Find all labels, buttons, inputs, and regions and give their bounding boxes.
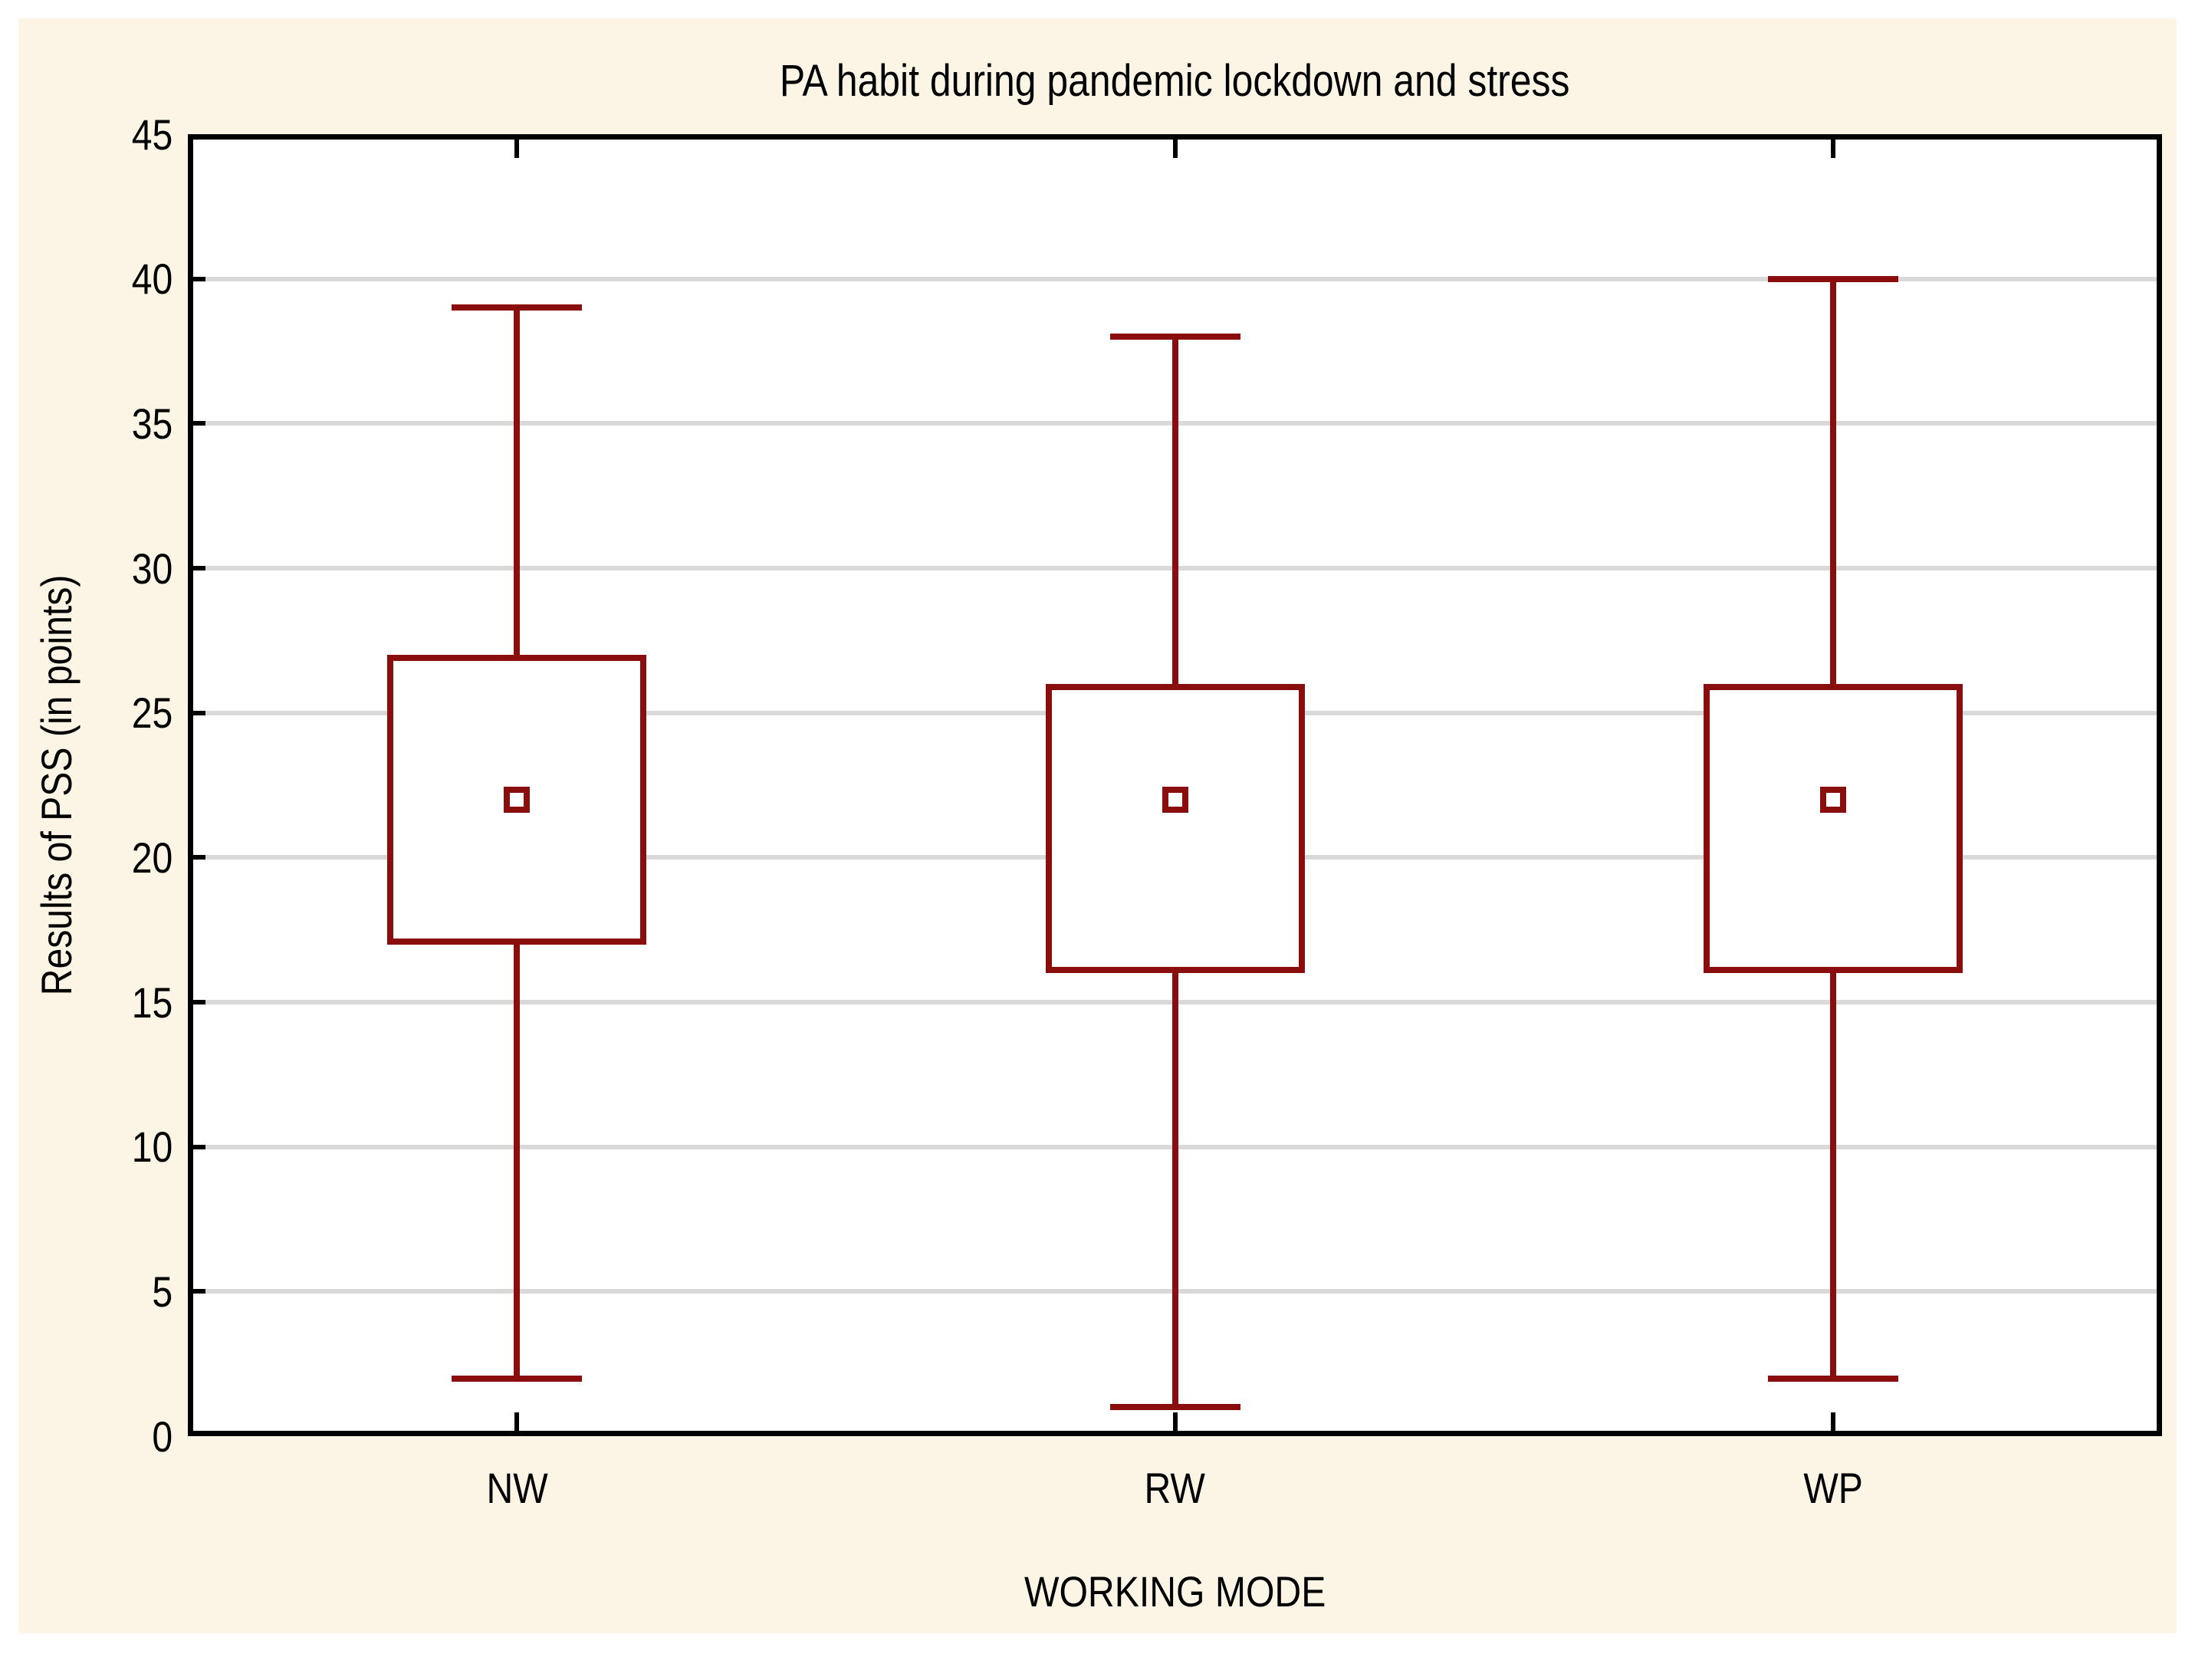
whisker-upper-cap bbox=[1109, 334, 1240, 340]
x-tick-top bbox=[1830, 140, 1835, 158]
mean-marker bbox=[1819, 786, 1846, 813]
y-tick-label: 20 bbox=[19, 831, 173, 883]
y-tick-label: 30 bbox=[19, 542, 173, 594]
whisker-lower-stem bbox=[1171, 973, 1178, 1408]
y-tick-label: 35 bbox=[19, 397, 173, 449]
y-tick-label-text: 45 bbox=[131, 110, 173, 159]
y-tick bbox=[193, 1144, 205, 1149]
y-tick bbox=[193, 1289, 205, 1294]
whisker-upper-cap bbox=[452, 304, 583, 311]
category-label-text: NW bbox=[486, 1463, 548, 1512]
y-tick-label-text: 30 bbox=[131, 544, 173, 593]
whisker-upper-stem bbox=[514, 307, 521, 656]
category-label-text: RW bbox=[1144, 1463, 1206, 1512]
y-tick-label-text: 0 bbox=[152, 1412, 173, 1461]
x-tick-top bbox=[1172, 140, 1178, 158]
plot-frame bbox=[188, 134, 2162, 1436]
whisker-lower-cap bbox=[452, 1375, 583, 1382]
y-tick bbox=[193, 1000, 205, 1004]
category-label-text: WP bbox=[1803, 1463, 1863, 1512]
chart-title-text: PA habit during pandemic lockdown and st… bbox=[780, 55, 1570, 106]
y-tick bbox=[193, 421, 205, 426]
y-tick bbox=[193, 855, 205, 860]
whisker-upper-cap bbox=[1767, 275, 1898, 282]
x-tick-top bbox=[514, 140, 520, 158]
x-tick-bottom bbox=[514, 1412, 520, 1431]
iqr-box bbox=[1045, 683, 1305, 974]
y-tick-label: 10 bbox=[19, 1121, 173, 1173]
y-tick-label: 45 bbox=[19, 108, 173, 160]
y-tick-label-text: 5 bbox=[152, 1267, 173, 1316]
category-label: NW bbox=[363, 1461, 670, 1514]
y-tick bbox=[193, 276, 205, 281]
x-axis-title-text: WORKING MODE bbox=[1024, 1567, 1326, 1616]
whisker-upper-stem bbox=[1829, 278, 1836, 684]
y-tick-label-text: 40 bbox=[131, 255, 173, 304]
y-tick-label: 5 bbox=[19, 1265, 173, 1317]
y-tick-label: 40 bbox=[19, 253, 173, 305]
whisker-lower-cap bbox=[1767, 1375, 1898, 1382]
iqr-box bbox=[387, 655, 647, 945]
whisker-upper-stem bbox=[1171, 337, 1178, 684]
y-tick bbox=[193, 710, 205, 715]
whisker-lower-cap bbox=[1109, 1404, 1240, 1411]
mean-marker bbox=[1162, 786, 1188, 813]
category-label: RW bbox=[1022, 1461, 1329, 1514]
x-axis-title: WORKING MODE bbox=[188, 1564, 2162, 1618]
y-tick bbox=[193, 566, 205, 570]
category-label: WP bbox=[1680, 1461, 1986, 1514]
x-tick-bottom bbox=[1830, 1412, 1835, 1431]
mean-marker bbox=[504, 786, 531, 813]
y-tick-label-text: 35 bbox=[131, 399, 173, 448]
whisker-lower-stem bbox=[514, 944, 521, 1379]
iqr-box bbox=[1703, 683, 1963, 974]
gridline bbox=[188, 276, 2162, 281]
y-tick-label-text: 10 bbox=[131, 1123, 173, 1172]
y-tick-label: 25 bbox=[19, 687, 173, 739]
y-tick-label: 0 bbox=[19, 1410, 173, 1462]
y-tick-label: 15 bbox=[19, 976, 173, 1028]
y-tick-label-text: 25 bbox=[131, 689, 173, 738]
whisker-lower-stem bbox=[1829, 973, 1836, 1379]
chart-title: PA habit during pandemic lockdown and st… bbox=[188, 55, 2162, 106]
y-tick-label-text: 15 bbox=[131, 978, 173, 1027]
x-tick-bottom bbox=[1172, 1412, 1178, 1431]
y-tick-label-text: 20 bbox=[131, 833, 173, 882]
